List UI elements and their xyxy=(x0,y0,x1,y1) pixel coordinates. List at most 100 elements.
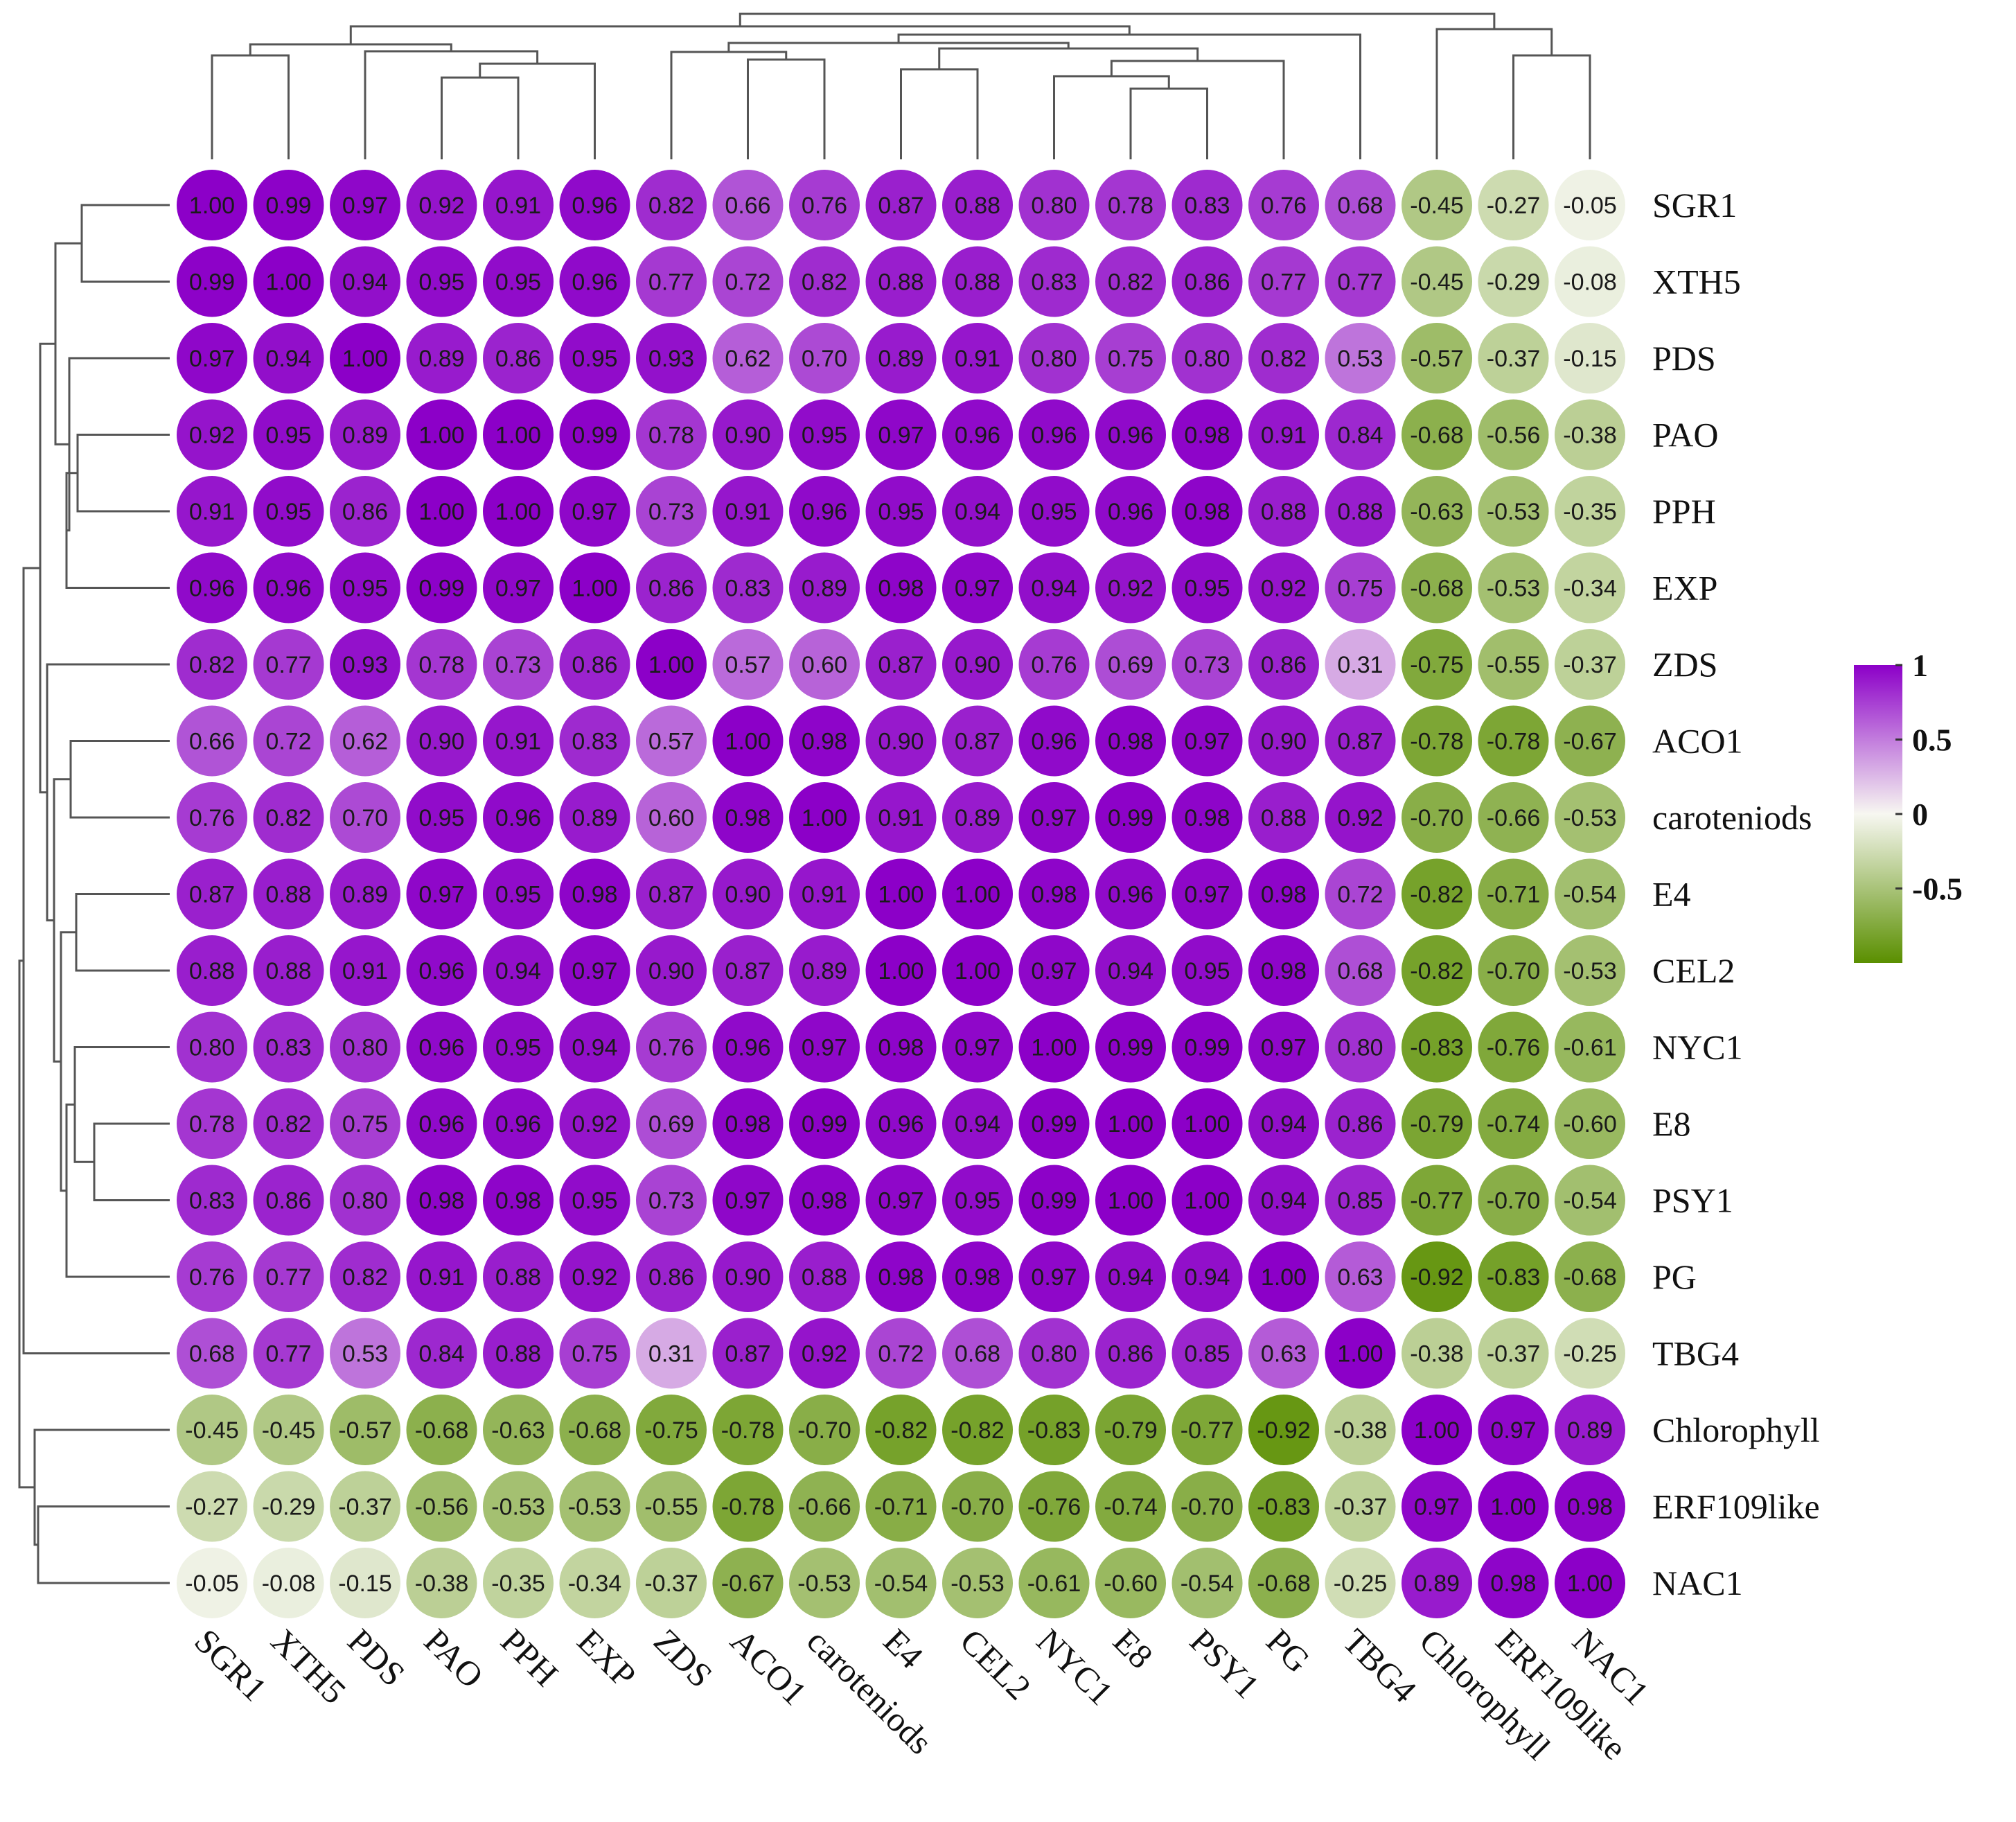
cell-XTH5-CEL2: 0.88 xyxy=(942,246,1013,317)
cell-circle xyxy=(1018,935,1090,1006)
cell-value: 0.96 xyxy=(495,1111,541,1138)
cell-PG-PDS: 0.82 xyxy=(330,1241,400,1312)
cell-value: 0.91 xyxy=(495,729,541,755)
cell-E4-PG: 0.98 xyxy=(1248,858,1319,930)
cell-circle xyxy=(330,705,400,777)
cell-circle xyxy=(789,323,860,393)
cell-E8-ZDS: 0.69 xyxy=(636,1088,707,1159)
cell-PAO-ACO1: 0.90 xyxy=(712,399,784,470)
cell-circle xyxy=(1095,552,1166,623)
cell-E4-CEL2: 1.00 xyxy=(942,858,1013,930)
cell-circle xyxy=(1402,1011,1472,1083)
cell-circle xyxy=(636,1471,707,1542)
row-label-PAO: PAO xyxy=(1652,416,1718,454)
cell-value: 0.83 xyxy=(1031,269,1077,296)
cell-value: 0.91 xyxy=(495,193,541,219)
cell-circle xyxy=(1478,1318,1549,1389)
cell-value: -0.66 xyxy=(797,1494,851,1521)
cell-circle xyxy=(1402,170,1472,240)
cell-value: 1.00 xyxy=(495,499,541,525)
cell-EXP-TBG4: 0.75 xyxy=(1325,552,1396,623)
cell-circle xyxy=(789,246,860,317)
cell-ERF109like-SGR1: -0.27 xyxy=(177,1471,247,1542)
cell-circle xyxy=(406,476,477,547)
cell-PPH-ERF109like: -0.53 xyxy=(1478,476,1549,547)
cell-ZDS-SGR1: 0.82 xyxy=(177,629,247,700)
cell-caroteniods-CEL2: 0.89 xyxy=(942,782,1013,853)
cell-circle xyxy=(406,935,477,1006)
cell-ERF109like-NYC1: -0.76 xyxy=(1018,1471,1090,1542)
cell-circle xyxy=(406,1471,477,1542)
cell-PDS-PAO: 0.89 xyxy=(406,323,477,393)
cell-Chlorophyll-E4: -0.82 xyxy=(865,1395,937,1465)
cell-circle xyxy=(636,1318,707,1389)
cell-PPH-ACO1: 0.91 xyxy=(712,476,784,547)
cell-PDS-E4: 0.89 xyxy=(865,323,937,393)
cell-value: 0.89 xyxy=(802,958,847,984)
cell-circle xyxy=(1248,1165,1319,1236)
cell-PPH-TBG4: 0.88 xyxy=(1325,476,1396,547)
cell-circle xyxy=(559,476,630,547)
cell-value: -0.38 xyxy=(415,1571,469,1597)
cell-circle xyxy=(1555,1548,1625,1618)
cell-value: 0.99 xyxy=(189,269,235,296)
cell-ACO1-XTH5: 0.72 xyxy=(253,705,324,777)
row-label-PG: PG xyxy=(1652,1257,1697,1296)
cell-value: 0.92 xyxy=(572,1111,617,1138)
cell-circle xyxy=(1325,476,1396,547)
cell-PPH-caroteniods: 0.96 xyxy=(789,476,860,547)
cell-value: 0.60 xyxy=(802,652,847,678)
cell-circle xyxy=(177,782,247,853)
cell-value: 1.00 xyxy=(1184,1111,1230,1138)
cell-value: 0.95 xyxy=(572,346,617,372)
cell-circle xyxy=(636,399,707,470)
cell-PPH-ZDS: 0.73 xyxy=(636,476,707,547)
cell-value: 0.97 xyxy=(1031,805,1077,831)
cell-circle xyxy=(636,476,707,547)
cell-circle xyxy=(1248,399,1319,470)
cell-NYC1-PG: 0.97 xyxy=(1248,1011,1319,1083)
cell-value: -0.70 xyxy=(1487,958,1541,984)
cell-circle xyxy=(177,476,247,547)
col-label-PSY1: PSY1 xyxy=(1183,1621,1267,1706)
cell-circle xyxy=(789,935,860,1006)
cell-circle xyxy=(1171,323,1243,393)
cell-value: 0.96 xyxy=(572,269,617,296)
cell-circle xyxy=(483,1471,554,1542)
col-label-E8: E8 xyxy=(1106,1621,1160,1676)
cell-Chlorophyll-ACO1: -0.78 xyxy=(712,1395,784,1465)
col-label-NYC1: NYC1 xyxy=(1029,1621,1121,1713)
cell-PSY1-NAC1: -0.54 xyxy=(1555,1165,1625,1236)
cell-value: 0.95 xyxy=(265,423,311,449)
cell-PAO-TBG4: 0.84 xyxy=(1325,399,1396,470)
cell-value: 0.95 xyxy=(495,882,541,908)
cell-value: 0.66 xyxy=(189,729,235,755)
cell-circle xyxy=(253,1088,324,1159)
cell-value: -0.15 xyxy=(338,1571,392,1597)
cell-E8-PAO: 0.96 xyxy=(406,1088,477,1159)
cell-value: 0.75 xyxy=(572,1341,617,1368)
cell-caroteniods-NAC1: -0.53 xyxy=(1555,782,1625,853)
cell-value: 0.95 xyxy=(265,499,311,525)
cell-circle xyxy=(177,1395,247,1465)
cell-SGR1-SGR1: 1.00 xyxy=(177,170,247,240)
cell-circle xyxy=(483,782,554,853)
cell-value: 0.98 xyxy=(878,1035,923,1061)
cell-value: 0.97 xyxy=(955,1035,1000,1061)
cell-circle xyxy=(1402,1471,1472,1542)
cell-CEL2-SGR1: 0.88 xyxy=(177,935,247,1006)
cell-circle xyxy=(253,399,324,470)
cell-value: 0.98 xyxy=(725,805,770,831)
col-dendro-ec-np xyxy=(938,47,1199,69)
cell-value: 0.90 xyxy=(418,729,464,755)
cell-ERF109like-PSY1: -0.70 xyxy=(1171,1471,1243,1542)
cell-value: 0.91 xyxy=(418,1264,464,1291)
cell-value: 0.53 xyxy=(342,1341,388,1368)
cell-circle xyxy=(1018,705,1090,777)
col-dendro-e4-cel xyxy=(900,68,979,159)
cell-PPH-PSY1: 0.98 xyxy=(1171,476,1243,547)
cell-circle xyxy=(712,399,784,470)
cell-value: -0.68 xyxy=(1563,1264,1617,1291)
cell-Chlorophyll-TBG4: -0.38 xyxy=(1325,1395,1396,1465)
cell-ZDS-PSY1: 0.73 xyxy=(1171,629,1243,700)
